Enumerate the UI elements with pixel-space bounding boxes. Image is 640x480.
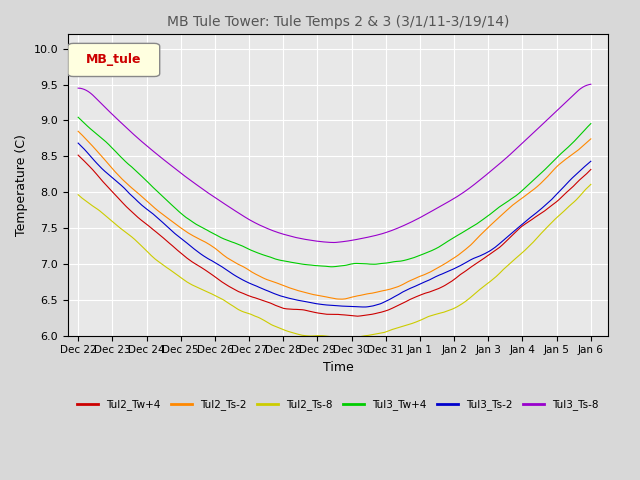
Tul2_Tw+4 xyxy=(381,309,388,314)
Tul2_Tw+4 xyxy=(318,311,326,316)
Tul3_Ts-2 xyxy=(587,158,595,164)
Tul2_Tw+4 xyxy=(352,313,360,319)
Tul3_Ts-8 xyxy=(353,237,360,242)
Tul3_Ts-8 xyxy=(74,85,82,91)
Tul3_Ts-2 xyxy=(361,304,369,310)
Tul3_Ts-8 xyxy=(318,239,326,245)
Tul3_Ts-2 xyxy=(321,302,328,308)
Tul2_Ts-8 xyxy=(495,271,503,276)
Tul2_Ts-8 xyxy=(381,330,388,336)
Tul2_Ts-2 xyxy=(318,293,326,299)
Tul2_Ts-2 xyxy=(353,293,360,299)
Tul3_Tw+4 xyxy=(495,204,503,210)
Tul3_Ts-8 xyxy=(321,239,328,245)
Tul3_Tw+4 xyxy=(74,114,82,120)
Tul3_Tw+4 xyxy=(353,261,360,266)
Legend: Tul2_Tw+4, Tul2_Ts-2, Tul2_Ts-8, Tul3_Tw+4, Tul3_Ts-2, Tul3_Ts-8: Tul2_Tw+4, Tul2_Ts-2, Tul2_Ts-8, Tul3_Tw… xyxy=(73,395,603,414)
Line: Tul2_Tw+4: Tul2_Tw+4 xyxy=(78,155,591,316)
Tul2_Ts-8 xyxy=(341,335,349,341)
Y-axis label: Temperature (C): Temperature (C) xyxy=(15,134,28,236)
Text: MB_tule: MB_tule xyxy=(86,53,141,66)
Line: Tul2_Ts-2: Tul2_Ts-2 xyxy=(78,132,591,299)
Tul2_Tw+4 xyxy=(74,152,82,158)
Tul3_Ts-2 xyxy=(74,140,82,146)
Tul2_Ts-2 xyxy=(587,136,595,142)
Title: MB Tule Tower: Tule Temps 2 & 3 (3/1/11-3/19/14): MB Tule Tower: Tule Temps 2 & 3 (3/1/11-… xyxy=(167,15,509,29)
Tul2_Ts-2 xyxy=(74,129,82,134)
Tul2_Tw+4 xyxy=(354,313,362,319)
Tul2_Ts-2 xyxy=(381,288,388,293)
Line: Tul3_Ts-8: Tul3_Ts-8 xyxy=(78,84,591,242)
Tul3_Ts-8 xyxy=(495,161,503,167)
Tul2_Ts-8 xyxy=(74,192,82,198)
Line: Tul3_Tw+4: Tul3_Tw+4 xyxy=(78,117,591,267)
Tul2_Ts-2 xyxy=(576,146,584,152)
Tul2_Ts-2 xyxy=(495,214,503,220)
Tul2_Ts-8 xyxy=(576,193,584,199)
Tul2_Tw+4 xyxy=(321,311,328,317)
Line: Tul2_Ts-8: Tul2_Ts-8 xyxy=(78,184,591,338)
Tul3_Ts-2 xyxy=(495,241,503,247)
Tul3_Ts-2 xyxy=(576,168,584,174)
Tul2_Ts-8 xyxy=(353,335,360,340)
Tul2_Ts-8 xyxy=(318,333,326,338)
Tul3_Ts-8 xyxy=(576,86,584,92)
Tul2_Ts-8 xyxy=(321,333,328,339)
Tul2_Ts-2 xyxy=(321,294,328,300)
Tul3_Ts-8 xyxy=(381,230,388,236)
Tul2_Tw+4 xyxy=(576,177,584,183)
Tul2_Tw+4 xyxy=(495,245,503,251)
FancyBboxPatch shape xyxy=(68,43,160,76)
Tul3_Tw+4 xyxy=(318,263,326,269)
Tul3_Ts-2 xyxy=(381,299,388,305)
Tul3_Tw+4 xyxy=(576,133,584,139)
Tul3_Tw+4 xyxy=(587,121,595,127)
Tul3_Ts-8 xyxy=(331,240,339,245)
Tul3_Ts-2 xyxy=(352,304,360,310)
Tul2_Tw+4 xyxy=(587,167,595,172)
Tul3_Tw+4 xyxy=(381,260,388,266)
Tul2_Ts-8 xyxy=(587,181,595,187)
Line: Tul3_Ts-2: Tul3_Ts-2 xyxy=(78,143,591,307)
Tul3_Tw+4 xyxy=(321,263,328,269)
X-axis label: Time: Time xyxy=(323,361,353,374)
Tul3_Ts-8 xyxy=(587,82,595,87)
Tul3_Ts-2 xyxy=(318,301,326,307)
Tul3_Tw+4 xyxy=(328,264,336,270)
Tul2_Ts-2 xyxy=(339,296,346,302)
